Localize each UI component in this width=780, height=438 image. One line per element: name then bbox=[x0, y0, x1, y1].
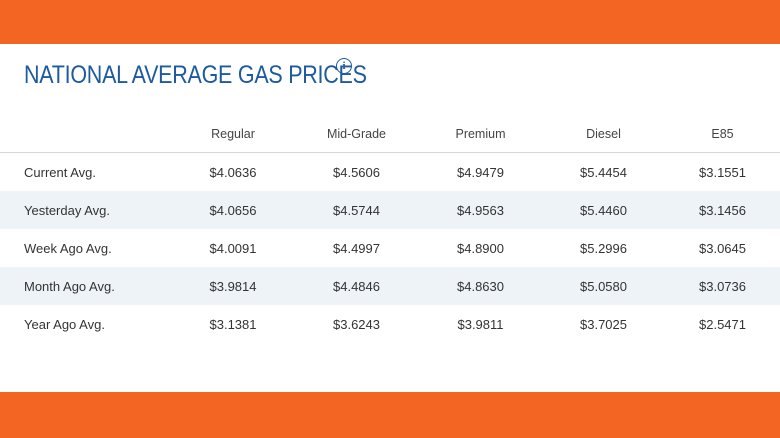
price-cell: $4.0656 bbox=[172, 191, 294, 229]
table-row: Yesterday Avg. $4.0656 $4.5744 $4.9563 $… bbox=[0, 191, 780, 229]
column-header-e85: E85 bbox=[665, 116, 780, 153]
price-cell: $5.4460 bbox=[542, 191, 665, 229]
price-cell: $3.9811 bbox=[457, 316, 504, 332]
price-cell: $4.5606 bbox=[333, 164, 380, 180]
column-header-premium: Premium bbox=[419, 116, 542, 153]
price-cell: $3.1456 bbox=[665, 191, 780, 229]
price-cell: $3.1551 bbox=[699, 164, 746, 180]
price-cell: $3.6243 bbox=[333, 316, 380, 332]
price-cell: $4.8900 bbox=[457, 240, 504, 256]
title-area: NATIONAL AVERAGE GAS PRICES i bbox=[24, 58, 423, 92]
price-cell: $2.5471 bbox=[699, 316, 746, 332]
price-cell: $3.7025 bbox=[580, 316, 627, 332]
table-row: Month Ago Avg. $3.9814 $4.4846 $4.8630 $… bbox=[0, 267, 780, 305]
price-cell: $5.0580 bbox=[542, 267, 665, 305]
column-header-label bbox=[0, 116, 172, 153]
price-cell: $4.9479 bbox=[457, 164, 504, 180]
price-cell: $4.0636 bbox=[209, 164, 257, 180]
row-label: Month Ago Avg. bbox=[0, 267, 172, 305]
price-cell: $4.5744 bbox=[294, 191, 419, 229]
row-label: Week Ago Avg. bbox=[24, 240, 112, 256]
price-cell: $3.9814 bbox=[172, 267, 294, 305]
price-cell: $3.0645 bbox=[699, 240, 746, 256]
info-icon[interactable]: i bbox=[336, 58, 352, 74]
column-header-diesel: Diesel bbox=[542, 116, 665, 153]
bottom-accent-bar bbox=[0, 392, 780, 438]
table-row: Current Avg. $4.0636 $4.5606 $4.9479 $5.… bbox=[0, 153, 780, 192]
price-cell: $4.4997 bbox=[333, 240, 380, 256]
table-header-row: Regular Mid-Grade Premium Diesel E85 bbox=[0, 116, 780, 153]
page-title: NATIONAL AVERAGE GAS PRICES bbox=[24, 61, 367, 89]
top-accent-bar bbox=[0, 0, 780, 44]
price-cell: $3.1381 bbox=[209, 316, 257, 332]
row-label: Year Ago Avg. bbox=[24, 316, 105, 332]
price-cell: $5.2996 bbox=[580, 240, 627, 256]
price-cell: $5.4454 bbox=[580, 164, 627, 180]
table-row: Year Ago Avg. $3.1381 $3.6243 $3.9811 $3… bbox=[0, 305, 780, 343]
table-row: Week Ago Avg. $4.0091 $4.4997 $4.8900 $5… bbox=[0, 229, 780, 267]
price-cell: $4.8630 bbox=[419, 267, 542, 305]
price-cell: $4.9563 bbox=[419, 191, 542, 229]
price-cell: $4.0091 bbox=[209, 240, 257, 256]
row-label: Current Avg. bbox=[24, 164, 97, 180]
price-cell: $4.4846 bbox=[294, 267, 419, 305]
gas-prices-table: Regular Mid-Grade Premium Diesel E85 Cur… bbox=[0, 116, 780, 343]
column-header-regular: Regular bbox=[172, 116, 294, 153]
row-label: Yesterday Avg. bbox=[0, 191, 172, 229]
column-header-mid-grade: Mid-Grade bbox=[294, 116, 419, 153]
price-cell: $3.0736 bbox=[665, 267, 780, 305]
